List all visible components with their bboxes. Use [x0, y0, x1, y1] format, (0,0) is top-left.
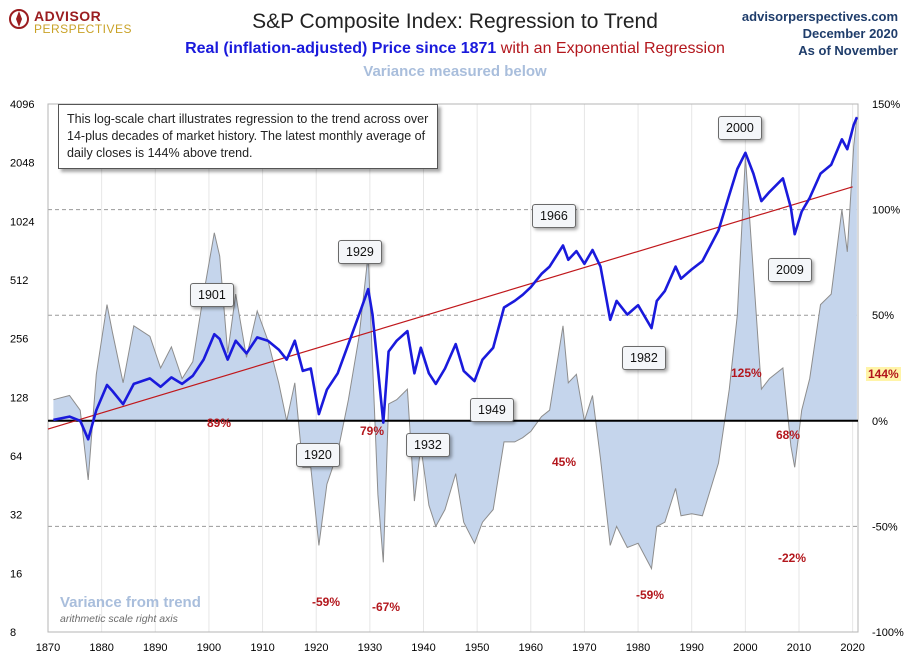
variance-layer [53, 116, 858, 571]
callout-2000: 2000 [718, 116, 762, 140]
left-tick-label: 8 [10, 627, 16, 639]
publish-date: December 2020 [802, 26, 898, 41]
right-tick-label: 50% [872, 310, 894, 322]
left-tick-label: 128 [10, 392, 28, 404]
x-tick-label: 1980 [626, 642, 650, 654]
logo-line-1: ADVISOR [34, 8, 102, 24]
axis-layer: 1870 1880 1890 1900 1910 1920 1930 1940 1950 1960… [10, 99, 904, 654]
as-of-note: As of November [798, 43, 898, 58]
subtitle-price-series: Real (inflation-adjusted) Price since 18… [185, 40, 497, 57]
logo-line-2: PERSPECTIVES [34, 22, 133, 36]
variance-percent-label: 68% [776, 428, 801, 442]
price-layer [53, 116, 859, 441]
x-tick-label: 2020 [840, 642, 864, 654]
plot-frame [47, 103, 859, 633]
right-tick-label: 150% [872, 99, 900, 111]
right-tick-label: -100% [872, 627, 904, 639]
variance-percent-label: -22% [778, 551, 807, 565]
x-tick-label: 1880 [89, 642, 113, 654]
callout-1932: 1932 [406, 433, 450, 457]
callout-1949: 1949 [470, 398, 514, 422]
variance-note: Variance measured below [363, 63, 547, 80]
callout-1982: 1982 [622, 346, 666, 370]
right-tick-label: 100% [872, 205, 900, 217]
price-line [53, 116, 859, 441]
x-tick-label: 2010 [787, 642, 811, 654]
subtitle-regression: with an Exponential Regression [500, 40, 725, 57]
left-tick-label: 2048 [10, 158, 34, 170]
variance-percent-label: 89% [207, 416, 232, 430]
site-url: advisorperspectives.com [741, 9, 898, 24]
x-tick-label: 2000 [733, 642, 757, 654]
variance-percent-label: -67% [372, 600, 401, 614]
left-tick-label: 1024 [10, 216, 34, 228]
chart-subtitle: Real (inflation-adjusted) Price since 18… [0, 40, 910, 58]
left-tick-label: 256 [10, 334, 28, 346]
compass-logo-icon [9, 9, 29, 29]
variance-percent-label: -59% [636, 588, 665, 602]
left-tick-label: 32 [10, 510, 22, 522]
advisor-perspectives-logo: ADVISOR PERSPECTIVES [8, 6, 158, 36]
left-tick-label: 16 [10, 568, 22, 580]
left-tick-label: 512 [10, 275, 28, 287]
x-tick-label: 1950 [465, 642, 489, 654]
x-tick-label: 1890 [143, 642, 167, 654]
x-tick-label: 1930 [358, 642, 382, 654]
x-tick-label: 1970 [572, 642, 596, 654]
variance-title: Variance from trend [60, 594, 201, 611]
variance-line [53, 116, 858, 571]
right-tick-label: 0% [872, 416, 888, 428]
variance-percent-label: 79% [360, 424, 385, 438]
x-tick-label: 1990 [679, 642, 703, 654]
callout-1901: 1901 [190, 283, 234, 307]
x-tick-label: 1910 [250, 642, 274, 654]
variance-subtitle: arithmetic scale right axis [60, 613, 178, 625]
variance-percent-label: 144% [866, 367, 901, 381]
x-tick-label: 1920 [304, 642, 328, 654]
left-tick-label: 64 [10, 451, 22, 463]
x-tick-label: 1940 [411, 642, 435, 654]
x-tick-label: 1960 [519, 642, 543, 654]
variance-percent-label: -59% [312, 595, 341, 609]
x-tick-label: 1900 [197, 642, 221, 654]
x-tick-label: 1870 [36, 642, 60, 654]
callout-1920: 1920 [296, 443, 340, 467]
right-tick-label: -50% [872, 521, 898, 533]
left-tick-label: 4096 [10, 99, 34, 111]
variance-percent-label: 125% [731, 366, 762, 380]
variance-percent-label: 45% [552, 455, 577, 469]
note-box: This log-scale chart illustrates regress… [58, 104, 438, 169]
callout-1966: 1966 [532, 204, 576, 228]
callout-1929: 1929 [338, 240, 382, 264]
chart-title: S&P Composite Index: Regression to Trend [252, 10, 658, 33]
variance-area [53, 116, 857, 569]
callout-2009: 2009 [768, 258, 812, 282]
